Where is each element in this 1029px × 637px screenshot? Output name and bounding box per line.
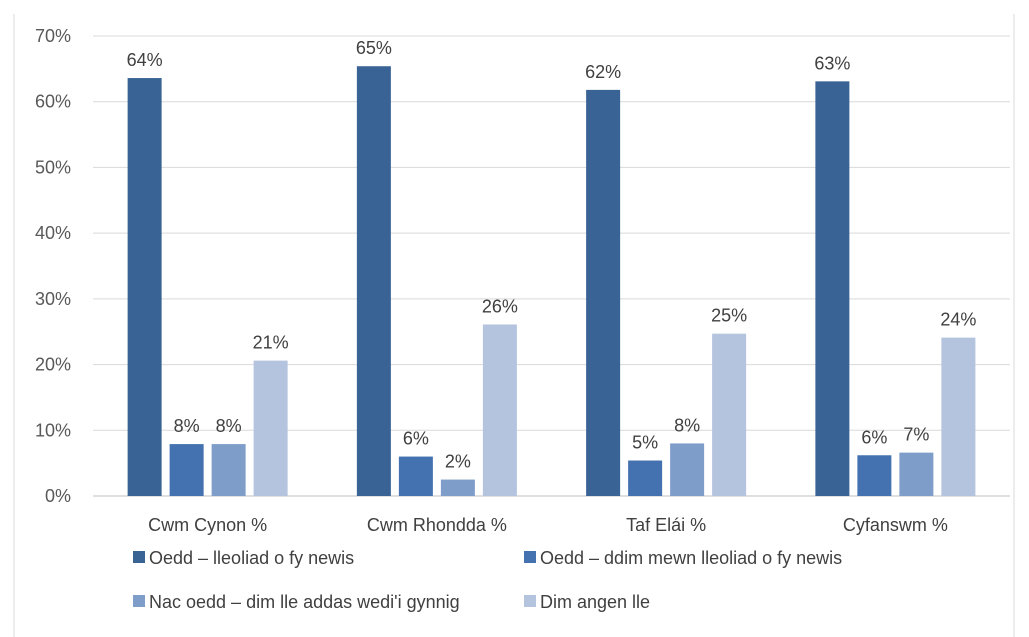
data-label: 63% (814, 53, 850, 73)
data-label: 24% (940, 310, 976, 330)
data-label: 6% (861, 427, 887, 447)
y-tick-label: 60% (35, 92, 71, 112)
y-tick-label: 70% (35, 26, 71, 46)
data-label: 5% (632, 433, 658, 453)
bar (482, 324, 517, 496)
data-label: 65% (356, 38, 392, 58)
data-label: 8% (174, 416, 200, 436)
data-label: 26% (482, 296, 518, 316)
category-label: Taf Elái % (626, 515, 706, 535)
category-label: Cyfanswm % (843, 515, 948, 535)
data-label: 8% (216, 416, 242, 436)
bar (857, 455, 892, 496)
legend-label: Nac oedd – dim lle addas wedi'i gynnig (149, 592, 460, 612)
category-label: Cwm Rhondda % (367, 515, 507, 535)
y-tick-label: 20% (35, 355, 71, 375)
legend-swatch (524, 551, 536, 563)
legend-swatch (133, 551, 145, 563)
y-tick-label: 30% (35, 289, 71, 309)
y-tick-label: 0% (45, 486, 71, 506)
bar (899, 452, 934, 496)
bar (127, 78, 162, 497)
bar (815, 81, 850, 496)
data-label: 7% (903, 425, 929, 445)
legend-swatch (133, 595, 145, 607)
y-tick-label: 50% (35, 157, 71, 177)
data-label: 2% (445, 452, 471, 472)
bar (398, 456, 433, 496)
bar (628, 460, 663, 496)
legend-label: Oedd – lleoliad o fy newis (149, 548, 354, 568)
bar (440, 479, 475, 496)
bar (670, 443, 705, 496)
legend-label: Oedd – ddim mewn lleoliad o fy newis (540, 548, 842, 568)
data-label: 6% (403, 429, 429, 449)
data-label: 8% (674, 415, 700, 435)
legend-swatch (524, 595, 536, 607)
bar (712, 333, 747, 496)
data-label: 62% (585, 62, 621, 82)
bar (169, 444, 204, 496)
data-label: 64% (127, 50, 163, 70)
data-label: 25% (711, 306, 747, 326)
y-tick-label: 10% (35, 420, 71, 440)
bar (253, 360, 288, 496)
bar (941, 337, 976, 496)
bar (586, 89, 621, 496)
y-tick-label: 40% (35, 223, 71, 243)
bar (356, 66, 391, 496)
category-label: Cwm Cynon % (148, 515, 267, 535)
bar (211, 444, 246, 496)
data-label: 21% (253, 333, 289, 353)
legend-label: Dim angen lle (540, 592, 650, 612)
